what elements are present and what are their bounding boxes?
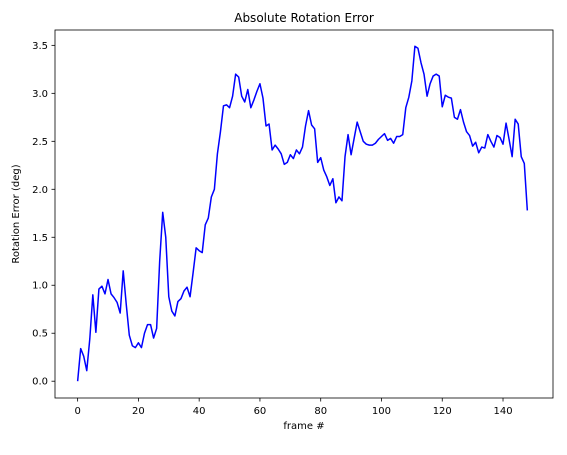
y-tick-label: 1.0	[32, 281, 48, 292]
x-tick-label: 140	[493, 406, 512, 417]
x-tick-label: 100	[372, 406, 391, 417]
x-tick-label: 0	[74, 406, 80, 417]
y-tick-label: 1.5	[32, 233, 48, 244]
x-tick-label: 80	[314, 406, 327, 417]
x-tick-label: 40	[193, 406, 206, 417]
y-tick-label: 0.0	[32, 377, 48, 388]
chart-title: Absolute Rotation Error	[234, 11, 374, 25]
plot-content	[76, 45, 529, 382]
y-axis-title: Rotation Error (deg)	[11, 164, 22, 263]
y-axis: 0.0 0.5 1.0 1.5 2.0 2.5 3.0 3.5	[32, 41, 55, 388]
plot-area	[55, 30, 553, 398]
x-axis-title: frame #	[283, 421, 324, 432]
x-tick-label: 60	[254, 406, 267, 417]
x-tick-label: 20	[132, 406, 145, 417]
y-tick-label: 2.5	[32, 137, 48, 148]
x-axis: 0 20 40 60 80 100 120 140	[74, 398, 513, 417]
y-tick-label: 0.5	[32, 329, 48, 340]
y-tick-label: 3.0	[32, 89, 48, 100]
plot-frame	[54, 29, 554, 399]
series-line-0	[76, 45, 529, 382]
y-tick-label: 3.5	[32, 41, 48, 52]
x-tick-label: 120	[433, 406, 452, 417]
y-tick-label: 2.0	[32, 185, 48, 196]
